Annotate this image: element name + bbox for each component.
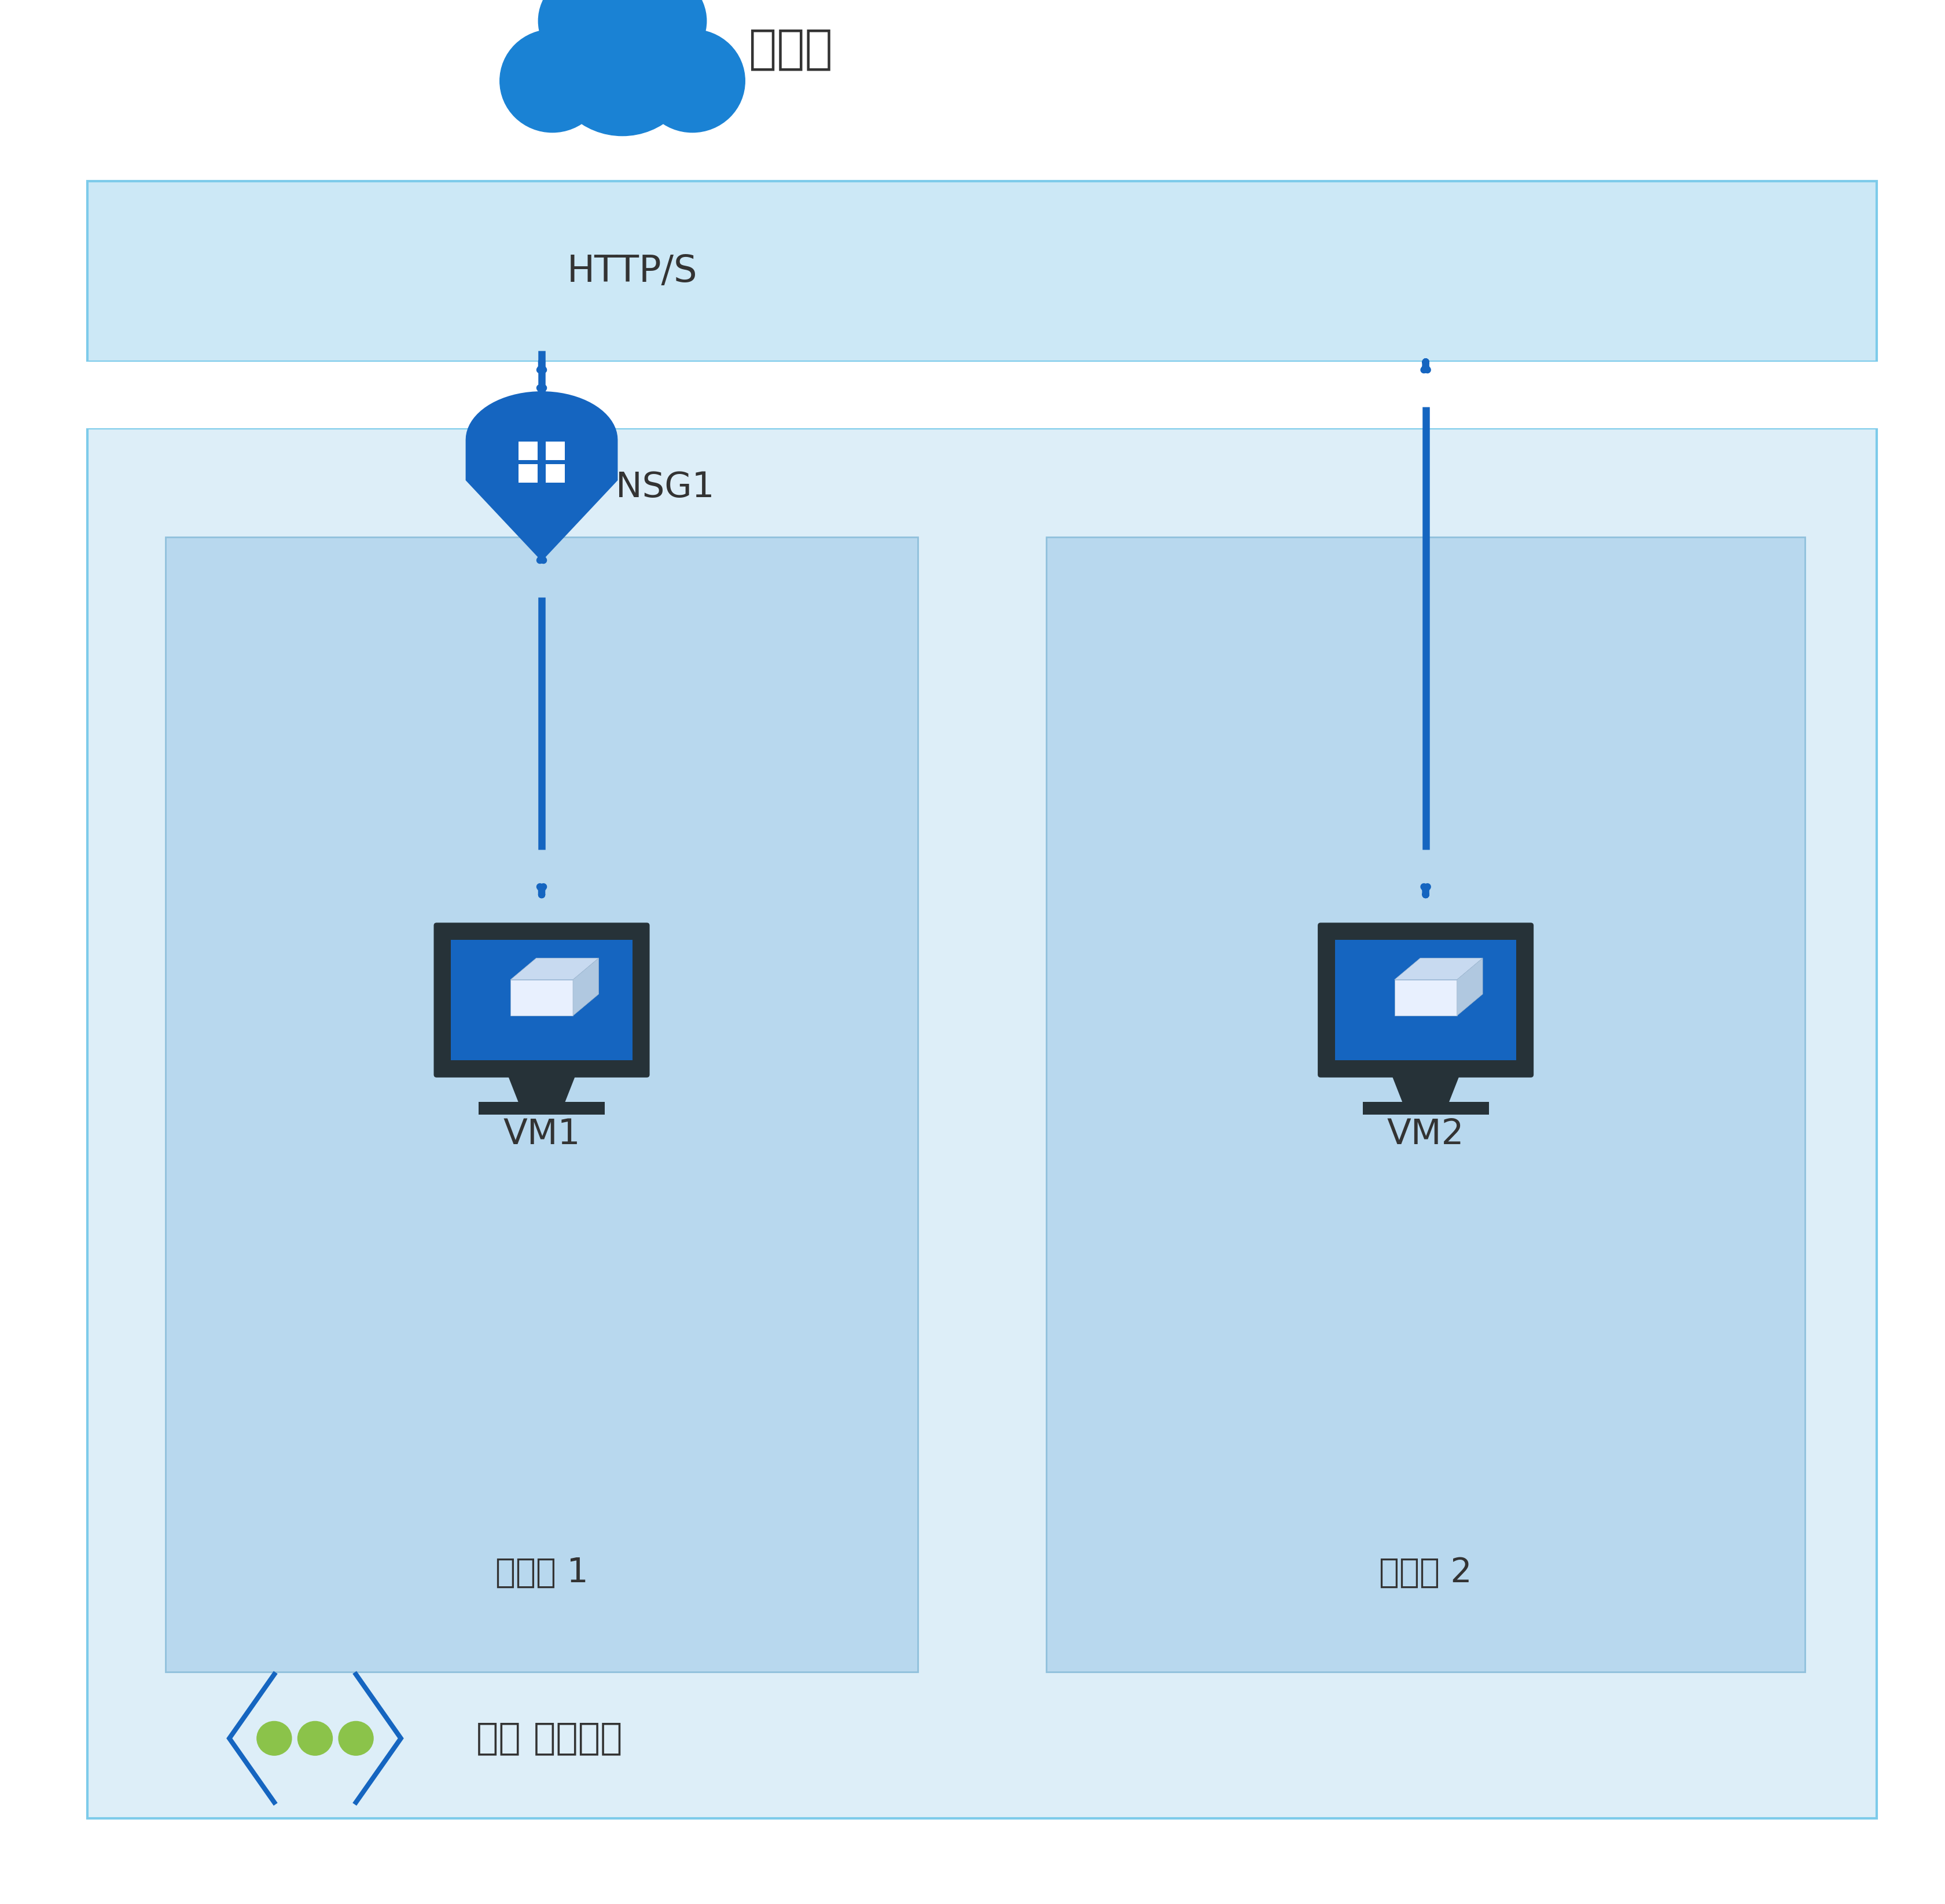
Polygon shape xyxy=(465,392,619,562)
FancyBboxPatch shape xyxy=(1046,537,1805,1672)
Circle shape xyxy=(640,30,745,133)
Polygon shape xyxy=(508,1074,576,1108)
FancyBboxPatch shape xyxy=(0,362,1945,428)
Polygon shape xyxy=(510,981,574,1015)
Polygon shape xyxy=(1457,958,1482,1015)
FancyBboxPatch shape xyxy=(434,923,650,1078)
FancyBboxPatch shape xyxy=(88,181,1877,362)
Bar xyxy=(519,442,537,461)
Bar xyxy=(547,442,564,461)
FancyBboxPatch shape xyxy=(165,537,918,1672)
Text: NSG1: NSG1 xyxy=(615,470,714,505)
Circle shape xyxy=(548,0,696,135)
Circle shape xyxy=(298,1721,333,1755)
FancyBboxPatch shape xyxy=(451,941,632,1061)
Circle shape xyxy=(539,0,636,69)
Circle shape xyxy=(257,1721,292,1755)
Polygon shape xyxy=(1395,981,1457,1015)
Circle shape xyxy=(338,1721,373,1755)
Text: 서브넷 1: 서브넷 1 xyxy=(496,1556,587,1590)
Bar xyxy=(1363,1102,1488,1114)
Bar xyxy=(547,465,564,484)
FancyBboxPatch shape xyxy=(88,428,1877,1818)
Polygon shape xyxy=(1395,958,1482,981)
Polygon shape xyxy=(1391,1074,1461,1108)
Text: VM1: VM1 xyxy=(504,1118,580,1152)
Polygon shape xyxy=(510,958,599,981)
FancyBboxPatch shape xyxy=(552,63,692,107)
Bar xyxy=(519,465,537,484)
Text: HTTP/S: HTTP/S xyxy=(566,253,698,289)
Circle shape xyxy=(500,30,605,133)
Text: VM2: VM2 xyxy=(1387,1118,1465,1152)
FancyBboxPatch shape xyxy=(1319,923,1535,1078)
Text: 서브넷 2: 서브넷 2 xyxy=(1379,1556,1472,1590)
Text: 인터넷: 인터넷 xyxy=(749,27,832,72)
Circle shape xyxy=(609,0,706,69)
Bar xyxy=(478,1102,605,1114)
Text: 가상 네트워크: 가상 네트워크 xyxy=(477,1721,622,1755)
Polygon shape xyxy=(574,958,599,1015)
FancyBboxPatch shape xyxy=(1334,941,1517,1061)
